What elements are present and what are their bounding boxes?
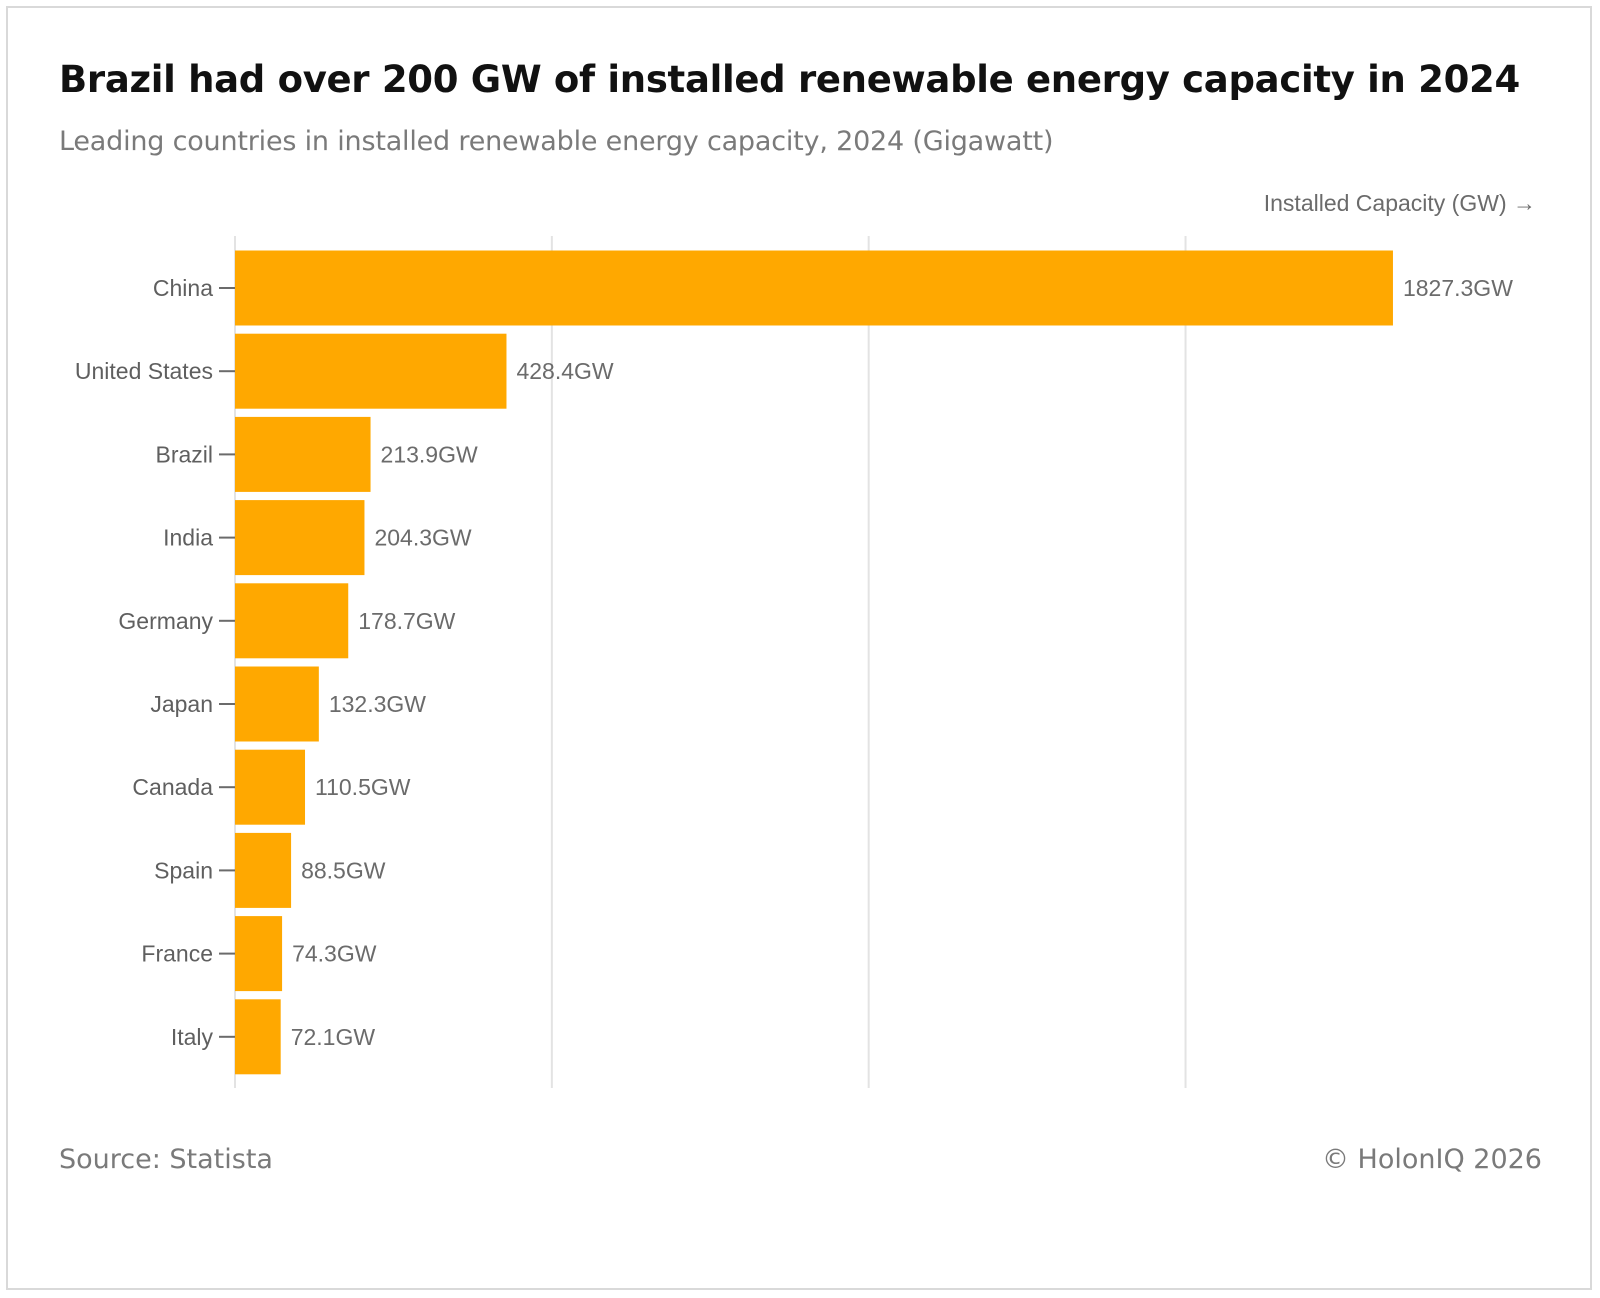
- bar-germany: [235, 583, 349, 659]
- bar-canada: [235, 749, 306, 825]
- bar-united-states: [235, 333, 507, 409]
- category-label: France: [141, 941, 213, 967]
- value-label: 1827.3GW: [1403, 275, 1513, 301]
- value-label: 74.3GW: [292, 941, 377, 967]
- value-label: 213.9GW: [381, 441, 478, 467]
- value-label: 178.7GW: [358, 608, 455, 634]
- category-label: Italy: [171, 1024, 214, 1050]
- bar-france: [235, 916, 283, 992]
- bar-japan: [235, 666, 319, 742]
- source-note: Source: Statista: [59, 1144, 273, 1175]
- chart-subtitle: Leading countries in installed renewable…: [59, 126, 1054, 157]
- category-label: Canada: [132, 774, 213, 800]
- category-label: Spain: [154, 857, 213, 883]
- value-label: 88.5GW: [301, 857, 386, 883]
- value-label: 110.5GW: [315, 774, 411, 800]
- category-label: Germany: [118, 608, 213, 634]
- category-label: India: [163, 525, 213, 551]
- copyright-note: © HolonIQ 2026: [1321, 1144, 1542, 1175]
- category-label: Japan: [150, 691, 213, 717]
- bar-brazil: [235, 416, 371, 492]
- bar-china: [235, 250, 1393, 326]
- bar-india: [235, 500, 365, 576]
- value-label: 428.4GW: [516, 358, 613, 384]
- bar-italy: [235, 999, 281, 1075]
- category-label: Brazil: [155, 441, 213, 467]
- value-label: 72.1GW: [291, 1024, 376, 1050]
- category-label: China: [153, 275, 213, 301]
- value-label: 204.3GW: [374, 525, 471, 551]
- bar-spain: [235, 832, 292, 908]
- x-axis-label: Installed Capacity (GW) →: [1263, 190, 1536, 216]
- chart-title: Brazil had over 200 GW of installed rene…: [59, 58, 1520, 101]
- category-label: United States: [75, 358, 213, 384]
- value-label: 132.3GW: [329, 691, 426, 717]
